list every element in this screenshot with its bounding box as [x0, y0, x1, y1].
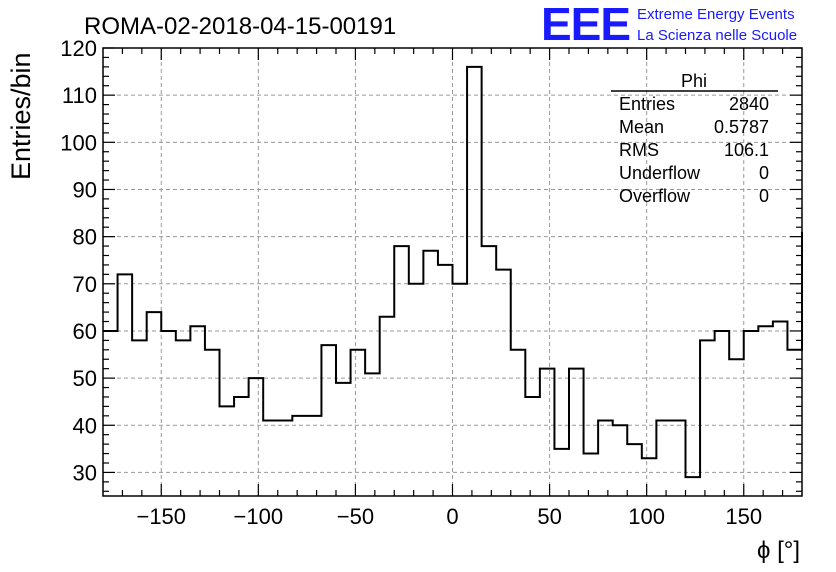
y-tick-label: 70 — [73, 272, 97, 297]
y-tick-label: 60 — [73, 319, 97, 344]
stat-value: 0.5787 — [714, 117, 769, 137]
y-axis-label: Entries/bin — [6, 52, 36, 180]
histogram-bin — [584, 454, 599, 496]
histogram-bin — [467, 67, 482, 496]
histogram-bin — [409, 284, 424, 496]
histogram-bin — [147, 312, 162, 496]
axes: −150 −100 −50 0 50 100 150 30 40 50 60 70 80 90 100 110… — [60, 36, 803, 529]
stat-label: Entries — [619, 94, 675, 114]
histogram-bin — [351, 350, 366, 496]
stats-title: Phi — [681, 71, 707, 91]
eee-logo: EEE Extreme Energy Events La Scienza nel… — [541, 0, 797, 50]
histogram-bin — [496, 270, 511, 496]
x-tick-label: 150 — [725, 504, 762, 529]
histogram-bin — [744, 331, 759, 496]
histogram-bin — [554, 449, 569, 496]
histogram-bin — [103, 331, 118, 496]
histogram-bin — [656, 421, 671, 496]
histogram-bin — [715, 331, 730, 496]
histogram-bin — [482, 246, 497, 496]
histogram-bin — [380, 317, 395, 496]
y-tick-label: 80 — [73, 225, 97, 250]
histogram-bin — [234, 397, 249, 496]
histogram-bin — [336, 383, 351, 496]
histogram-bin — [190, 326, 205, 496]
histogram-bin — [365, 373, 380, 496]
histogram-bin — [205, 350, 220, 496]
logo-line-2: La Scienza nelle Scuole — [637, 27, 797, 44]
histogram-bin — [569, 369, 584, 496]
stats-box: Phi Entries 2840 Mean 0.5787 RMS 106.1 U… — [611, 71, 778, 206]
histogram-bin — [220, 406, 235, 496]
histogram-bin — [671, 421, 686, 496]
y-tick-label: 100 — [60, 130, 97, 155]
stat-label: RMS — [619, 140, 659, 160]
y-tick-label: 50 — [73, 366, 97, 391]
histogram-bin — [423, 251, 438, 496]
histogram-bin — [787, 350, 802, 496]
run-title: ROMA-02-2018-04-15-00191 — [84, 13, 396, 40]
histogram-bin — [525, 397, 540, 496]
histogram-bin — [263, 421, 278, 496]
logo-line-1: Extreme Energy Events — [637, 6, 795, 23]
x-tick-label: −50 — [337, 504, 374, 529]
stat-value: 0 — [759, 163, 769, 183]
data-layer — [103, 65, 803, 496]
x-tick-label: −150 — [136, 504, 186, 529]
logo-mark: EEE — [541, 0, 630, 50]
histogram-bin — [511, 350, 526, 496]
x-tick-label: −100 — [234, 504, 284, 529]
histogram-bin — [773, 322, 788, 496]
histogram-bin — [176, 340, 191, 496]
histogram-bin — [307, 416, 322, 496]
stat-label: Overflow — [619, 186, 691, 206]
histogram-bin — [161, 331, 176, 496]
histogram-bin — [278, 421, 293, 496]
stat-label: Mean — [619, 117, 664, 137]
x-tick-label: 100 — [628, 504, 665, 529]
y-tick-label: 120 — [60, 36, 97, 61]
x-tick-label: 0 — [446, 504, 458, 529]
y-tick-label: 40 — [73, 413, 97, 438]
stat-value: 0 — [759, 186, 769, 206]
y-tick-label: 90 — [73, 177, 97, 202]
histogram-bin — [453, 284, 468, 496]
x-axis-label: ϕ [°] — [757, 537, 800, 564]
histogram-bin — [642, 458, 657, 496]
histogram-bin — [394, 246, 409, 496]
histogram-bin — [540, 369, 555, 496]
y-tick-label: 30 — [73, 460, 97, 485]
histogram-bin — [758, 326, 773, 496]
histogram-bin — [292, 416, 307, 496]
histogram-bin — [700, 340, 715, 496]
histogram-bin — [613, 425, 628, 496]
histogram-series-line — [103, 65, 803, 479]
histogram-bin — [118, 274, 133, 496]
histogram-bin — [249, 378, 264, 496]
stat-label: Underflow — [619, 163, 701, 183]
histogram-bin — [729, 359, 744, 496]
histogram-bin — [132, 340, 147, 496]
x-tick-label: 50 — [537, 504, 561, 529]
histogram-bin — [438, 265, 453, 496]
histogram-bin — [686, 477, 701, 496]
y-tick-label: 110 — [62, 83, 97, 108]
stat-value: 106.1 — [724, 140, 769, 160]
histogram-bin — [321, 345, 336, 496]
stat-value: 2840 — [729, 94, 769, 114]
histogram-bin — [598, 421, 613, 496]
histogram-bin — [627, 444, 642, 496]
